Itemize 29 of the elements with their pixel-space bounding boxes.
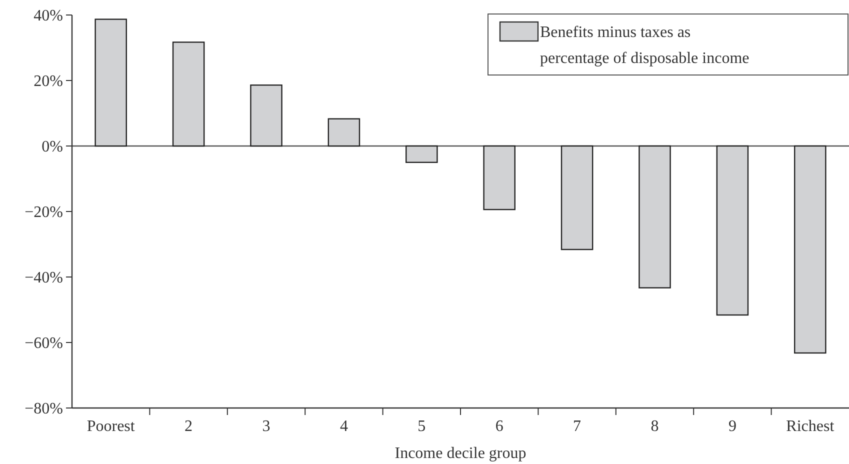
- x-tick-label: 6: [495, 418, 504, 435]
- bar: [560, 145, 594, 250]
- x-tick-label: 7: [573, 418, 582, 435]
- x-tick-label: 8: [650, 418, 659, 435]
- bar: [172, 42, 205, 147]
- x-tick-label: 9: [728, 418, 736, 435]
- bar: [328, 118, 360, 147]
- y-tick-label: −20%: [24, 204, 63, 222]
- bar: [716, 145, 749, 316]
- y-tick-label: 40%: [34, 8, 63, 25]
- bar: [794, 145, 826, 354]
- y-tick-label: 20%: [34, 73, 63, 90]
- x-axis-title: Income decile group: [394, 445, 526, 462]
- y-tick-label: −40%: [24, 270, 63, 287]
- legend-label: Benefits minus taxes as percentage of disposable income: [540, 24, 750, 67]
- bar: [406, 145, 438, 163]
- x-tick-label: 2: [184, 418, 193, 435]
- bar: [250, 84, 282, 147]
- x-tick-label: Richest: [786, 418, 835, 435]
- bar: [638, 145, 671, 288]
- x-tick-label: Poorest: [86, 418, 136, 435]
- bar: [94, 18, 127, 147]
- y-tick-label: −60%: [24, 335, 63, 352]
- y-tick-label: 0%: [42, 138, 63, 156]
- x-tick-label: 5: [418, 418, 426, 435]
- bar: [483, 145, 516, 210]
- x-tick-label: 3: [262, 418, 270, 435]
- x-tick-label: 4: [340, 418, 348, 435]
- y-tick-label: −80%: [24, 400, 63, 418]
